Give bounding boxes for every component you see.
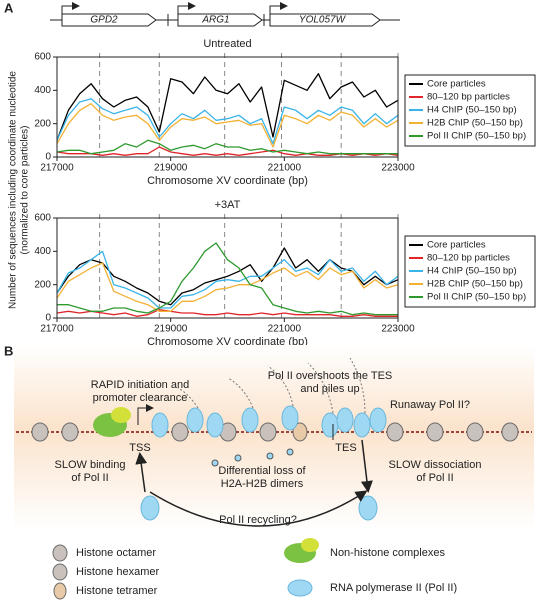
gene-label: GPD2	[90, 15, 118, 26]
y-tick-label: 0	[45, 152, 51, 163]
series-line	[56, 139, 398, 155]
dimers	[211, 448, 294, 467]
legend-label: Histone octamer	[76, 547, 156, 559]
legend-label: Core particles	[427, 79, 486, 90]
x-tick-label: 219000	[154, 324, 188, 335]
legend-label: 80–120 bp particles	[427, 253, 510, 264]
y-axis-label: Number of sequences including coordinate…	[8, 71, 31, 309]
legend-label: H2B ChIP (50–150 bp)	[427, 118, 523, 129]
annotation: TSS	[129, 442, 150, 454]
legend-box	[404, 235, 536, 308]
tss-arrow	[137, 404, 154, 425]
series-line	[56, 103, 399, 148]
annotation: Differential loss of	[218, 465, 306, 477]
annotation: of Pol II	[71, 472, 108, 484]
legend-label: H2B ChIP (50–150 bp)	[427, 279, 523, 290]
legend-label: Histone tetramer	[76, 585, 158, 597]
x-tick-label: 221000	[268, 324, 302, 335]
legend-label: Core particles	[427, 240, 486, 251]
annotation: TES	[335, 442, 356, 454]
annotation: Pol II recycling?	[219, 514, 297, 526]
y-tick-label: 600	[34, 213, 51, 224]
annotation: RAPID initiation and	[91, 379, 189, 391]
legend-label: 80–120 bp particles	[427, 92, 510, 103]
chart-title: +3AT	[215, 199, 241, 211]
chart-title: Untreated	[203, 38, 251, 50]
plot-frame	[56, 217, 399, 319]
annotation: SLOW binding	[55, 459, 126, 471]
x-tick-label: 223000	[381, 163, 415, 174]
y-tick-label: 600	[34, 52, 51, 63]
y-tick-label: 400	[34, 85, 51, 96]
annotation: and piles up	[300, 383, 359, 395]
annotation: promoter clearance	[93, 392, 188, 404]
dissociation-arrow	[360, 439, 373, 493]
gene-track	[50, 2, 400, 27]
rna	[177, 357, 366, 414]
plot-frame	[56, 56, 399, 158]
x-tick-label: 217000	[40, 324, 74, 335]
y-tick-label: 200	[34, 118, 51, 129]
y-axis-label-line: Number of sequences including coordinate…	[8, 71, 19, 309]
legend-label: Pol II ChIP (50–150 bp)	[427, 292, 526, 303]
series-line	[56, 250, 399, 309]
x-tick-label: 217000	[40, 163, 74, 174]
panel-label: B	[4, 343, 13, 358]
annotation: Pol II overshoots the TES	[268, 370, 393, 382]
x-tick-label: 221000	[268, 163, 302, 174]
panel-label: A	[4, 0, 14, 15]
x-axis-label: Chromosome XV coordinate (bp)	[147, 336, 308, 348]
gene-label: YOL057W	[299, 15, 347, 26]
series-line	[56, 73, 399, 141]
y-axis-label-line: (normalized to core particles)	[20, 126, 31, 255]
recycling-arrow	[149, 490, 368, 527]
annotation: SLOW dissociation	[389, 459, 482, 471]
series-line	[56, 247, 399, 306]
diagram	[16, 357, 532, 527]
legend-label: Histone hexamer	[76, 566, 159, 578]
x-tick-label: 223000	[381, 324, 415, 335]
non-histone-complex	[111, 407, 131, 423]
legend-label: H4 ChIP (50–150 bp)	[427, 266, 517, 277]
annotation: Runaway Pol II?	[390, 399, 470, 411]
legend-label: H4 ChIP (50–150 bp)	[427, 105, 517, 116]
series-line	[57, 242, 398, 316]
nucleosomes	[31, 422, 519, 442]
series-line	[56, 262, 399, 312]
series-line	[56, 98, 399, 145]
y-tick-label: 200	[34, 279, 51, 290]
pol-ii	[140, 405, 387, 521]
annotation: H2A-H2B dimers	[221, 478, 304, 490]
y-tick-label: 0	[45, 313, 51, 324]
binding-arrow	[135, 452, 148, 493]
legend-label: Non-histone complexes	[330, 547, 445, 559]
x-tick-label: 219000	[154, 163, 188, 174]
diagram-legend	[52, 538, 319, 600]
x-axis-label: Chromosome XV coordinate (bp)	[147, 175, 308, 187]
annotation: of Pol II	[416, 472, 453, 484]
y-tick-label: 400	[34, 246, 51, 257]
series-line	[56, 309, 398, 317]
gene-label: ARG1	[201, 15, 229, 26]
legend-label: RNA polymerase II (Pol II)	[330, 582, 457, 594]
legend-box	[404, 74, 536, 147]
legend-label: Pol II ChIP (50–150 bp)	[427, 131, 526, 142]
